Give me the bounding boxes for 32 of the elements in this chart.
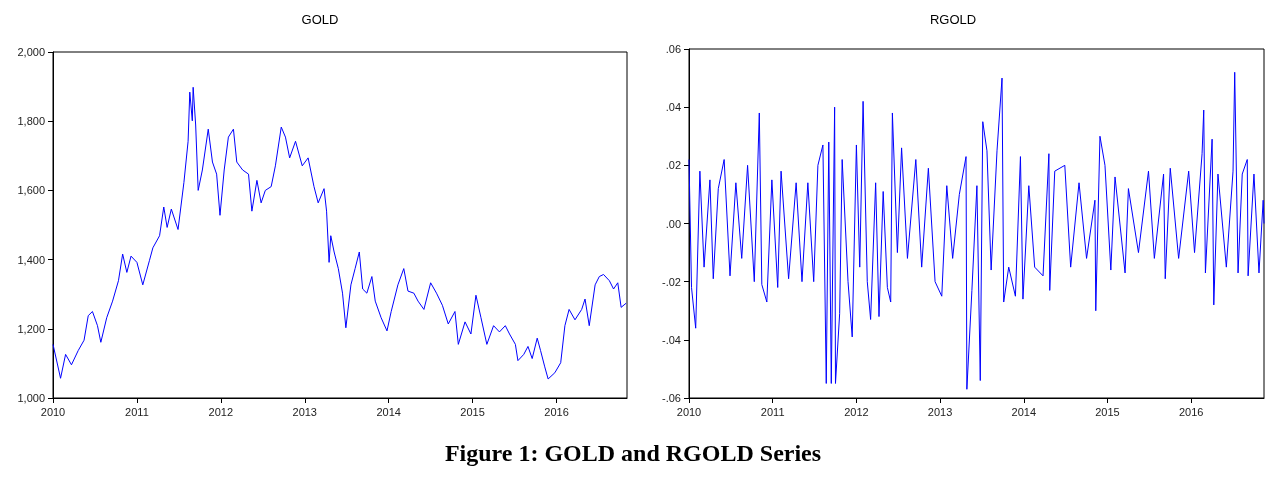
y-tick-label: 1,200 <box>17 322 45 335</box>
y-tick-label: 1,400 <box>17 253 45 266</box>
y-tick-label: 2,000 <box>17 46 45 58</box>
x-tick-label: 2011 <box>760 405 785 418</box>
x-tick-label: 2012 <box>844 405 869 418</box>
x-tick-label: 2010 <box>40 405 66 418</box>
x-tick-label: 2010 <box>676 405 702 418</box>
x-tick-label: 2013 <box>292 405 317 418</box>
y-tick-label: -.02 <box>662 275 681 288</box>
x-tick-label: 2012 <box>208 405 234 418</box>
y-tick-label: .02 <box>665 159 681 172</box>
caption: Figure 1: GOLD and RGOLD Series <box>443 440 823 467</box>
line-series <box>52 86 627 380</box>
x-tick-label: 2016 <box>1178 405 1204 418</box>
chart-title: GOLD <box>301 12 339 27</box>
x-tick-label: 2011 <box>125 405 149 418</box>
y-tick-label: -.06 <box>662 392 681 404</box>
x-tick-label: 2014 <box>1011 405 1037 418</box>
y-tick-label: -.04 <box>662 333 681 346</box>
x-tick-label: 2016 <box>544 405 569 418</box>
y-tick-label: 1,600 <box>17 184 45 197</box>
y-tick-label: .04 <box>665 101 681 114</box>
x-tick-label: 2013 <box>927 405 953 418</box>
y-tick-label: 1,800 <box>17 115 45 128</box>
y-tick-label: .06 <box>665 43 681 55</box>
chart-title: RGOLD <box>929 12 977 27</box>
x-tick-label: 2015 <box>460 405 485 418</box>
line-series <box>688 71 1265 390</box>
x-tick-label: 2015 <box>1095 405 1120 418</box>
y-tick-label: 1,000 <box>17 392 45 404</box>
x-tick-label: 2014 <box>376 405 401 418</box>
y-tick-label: .00 <box>665 217 681 230</box>
